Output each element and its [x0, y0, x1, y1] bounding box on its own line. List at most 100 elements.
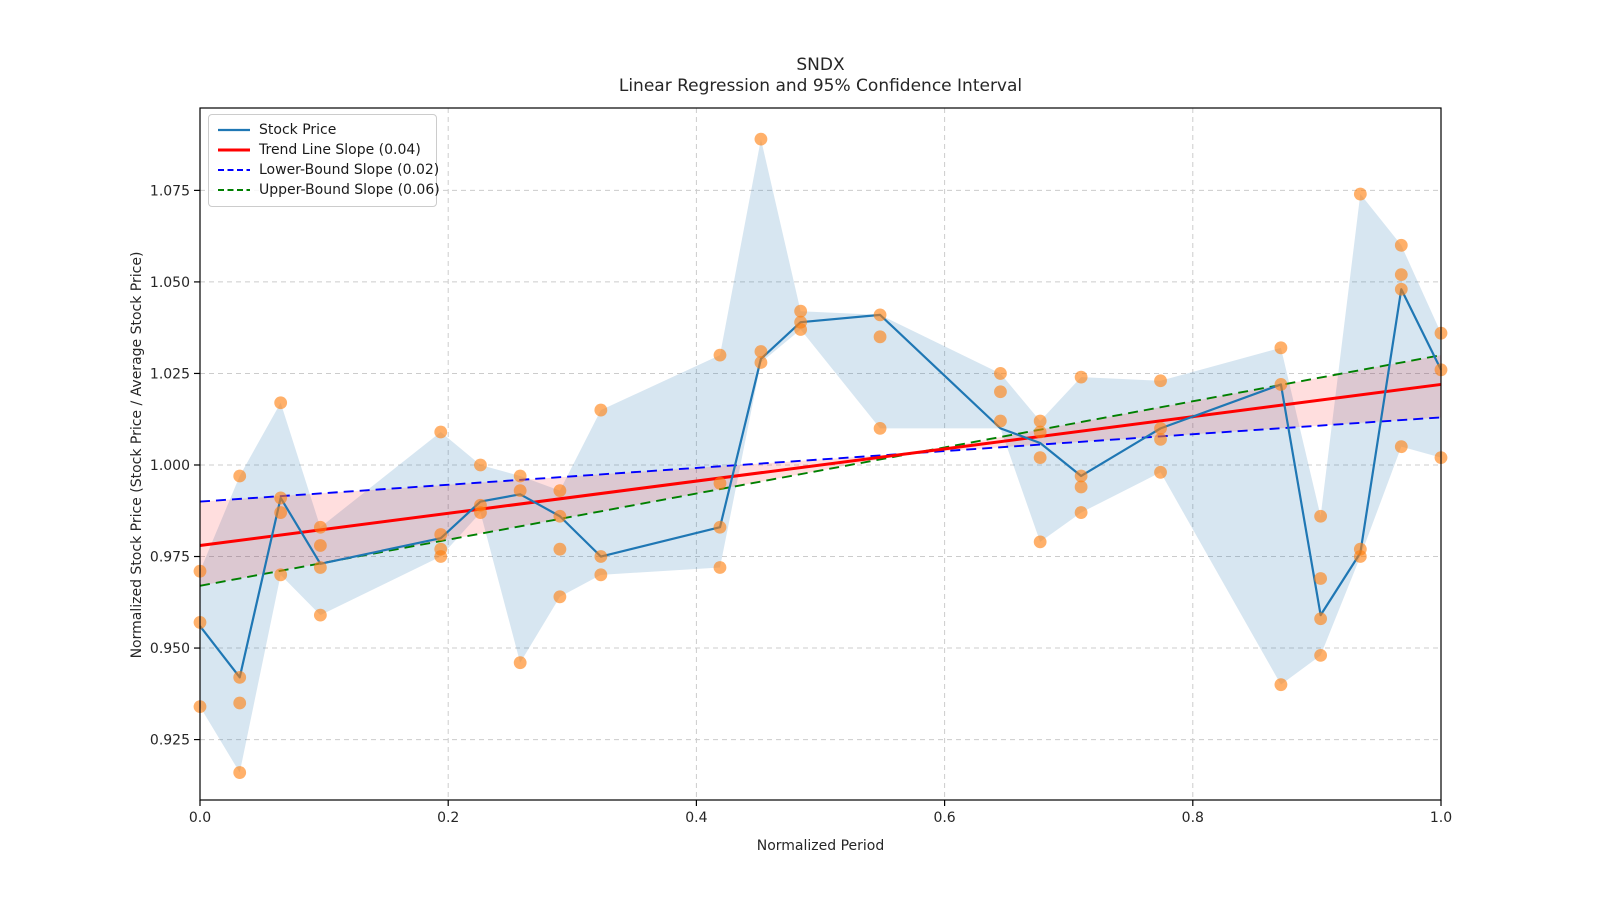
legend-item-stock-price: Stock Price: [217, 120, 428, 140]
scatter-point: [1033, 535, 1047, 549]
scatter-point: [1314, 648, 1328, 662]
scatter-point: [1314, 612, 1328, 626]
y-tick-label: 0.975: [150, 550, 190, 566]
scatter-point: [233, 766, 247, 779]
scatter-point: [994, 367, 1007, 380]
scatter-point: [1154, 432, 1167, 446]
scatter-point: [594, 550, 608, 563]
scatter-point: [233, 469, 247, 483]
scatter-point: [1394, 268, 1408, 281]
y-axis-label: Normalized Stock Price (Stock Price / Av…: [129, 251, 145, 659]
scatter-point: [274, 491, 288, 505]
scatter-point: [713, 561, 727, 574]
legend-label: Lower-Bound Slope (0.02): [259, 162, 440, 178]
confidence-band: [200, 355, 1441, 586]
scatter-point: [434, 528, 448, 541]
plot-border: [199, 107, 1442, 801]
scatter-point: [313, 520, 327, 534]
legend-item-lower-bound-slope-0-02: Lower-Bound Slope (0.02): [217, 160, 439, 180]
scatter-point: [794, 323, 808, 336]
scatter-point: [553, 590, 567, 604]
scatter-point: [513, 484, 527, 498]
chart-subtitle: Linear Regression and 95% Confidence Int…: [618, 76, 1023, 96]
scatter-point: [713, 348, 727, 362]
scatter-point: [1394, 440, 1408, 454]
scatter-point: [1033, 425, 1047, 439]
chart-title: SNDX: [796, 55, 845, 75]
y-tick-label: 1.025: [150, 366, 190, 382]
scatter-point: [1274, 341, 1288, 355]
legend-line-sample: [218, 128, 250, 132]
scatter-point: [754, 132, 768, 146]
legend-item-trend-line-slope-0-04: Trend Line Slope (0.04): [217, 140, 428, 160]
scatter-point: [994, 385, 1007, 399]
legend-label: Trend Line Slope (0.04): [259, 142, 421, 158]
y-tick-label: 0.925: [150, 733, 190, 749]
scatter-point: [274, 568, 288, 582]
legend-line-sample: [218, 148, 250, 152]
scatter-point: [434, 550, 448, 563]
scatter-point: [513, 469, 527, 483]
chart-title-block: SNDX Linear Regression and 95% Confidenc…: [200, 55, 1441, 97]
scatter-point: [873, 330, 887, 344]
y-tick-label: 0.950: [150, 641, 190, 657]
scatter-point: [1314, 572, 1328, 585]
upper-bound-line: [199, 354, 1442, 587]
y-tick-label: 1.075: [150, 183, 190, 199]
scatter-point: [553, 484, 567, 498]
legend-line-sample: [218, 189, 250, 191]
scatter-point: [1033, 451, 1047, 465]
scatter-point: [713, 476, 727, 490]
scatter-point: [754, 356, 768, 369]
legend-item-upper-bound-slope-0-06: Upper-Bound Slope (0.06): [217, 180, 440, 200]
scatter-point: [1074, 506, 1088, 519]
scatter-point: [1314, 509, 1328, 523]
scatter-point: [1353, 550, 1367, 563]
scatter-point: [1274, 678, 1288, 692]
x-tick-label: 0.6: [933, 810, 955, 826]
scatter-point: [474, 458, 487, 472]
scatter-point: [594, 568, 608, 582]
legend-line-sample: [218, 169, 250, 171]
scatter-point: [274, 506, 288, 519]
scatter-point: [274, 396, 288, 410]
scatter-point: [513, 656, 527, 670]
scatter-point: [434, 425, 448, 439]
legend-label: Upper-Bound Slope (0.06): [259, 182, 440, 198]
stock-price-line: [199, 288, 1442, 679]
scatter-point: [1274, 378, 1288, 391]
x-tick-label: 0.2: [437, 810, 459, 826]
scatter-point: [873, 421, 887, 435]
y-tick-label: 1.000: [150, 458, 190, 474]
scatter-point: [1154, 465, 1167, 479]
minmax-band: [200, 139, 1441, 773]
x-axis-label: Normalized Period: [756, 838, 885, 854]
scatter-point: [233, 670, 247, 684]
scatter-point: [1394, 238, 1408, 252]
scatter-point: [313, 561, 327, 574]
scatter-point: [1154, 421, 1167, 435]
scatter-point: [873, 308, 887, 322]
scatter-point: [994, 414, 1007, 428]
scatter-point: [754, 345, 768, 358]
scatter-point: [313, 539, 327, 552]
scatter-point: [1154, 374, 1167, 388]
scatter-point: [1394, 282, 1408, 296]
scatter-point: [1074, 370, 1088, 384]
scatter-point: [594, 403, 608, 417]
scatter-point: [233, 696, 247, 710]
x-tick-label: 0.0: [189, 810, 211, 826]
scatter-point: [474, 506, 487, 519]
x-tick-label: 0.4: [685, 810, 707, 826]
x-tick-label: 1.0: [1430, 810, 1452, 826]
scatter-point: [794, 304, 808, 318]
y-tick-label: 1.050: [150, 275, 190, 291]
scatter-point: [713, 520, 727, 534]
scatter-point: [553, 542, 567, 556]
scatter-point: [1353, 187, 1367, 201]
scatter-point: [1033, 414, 1047, 428]
x-tick-label: 0.8: [1182, 810, 1204, 826]
legend: Stock Price Trend Line Slope (0.04) Lower-…: [208, 114, 440, 207]
